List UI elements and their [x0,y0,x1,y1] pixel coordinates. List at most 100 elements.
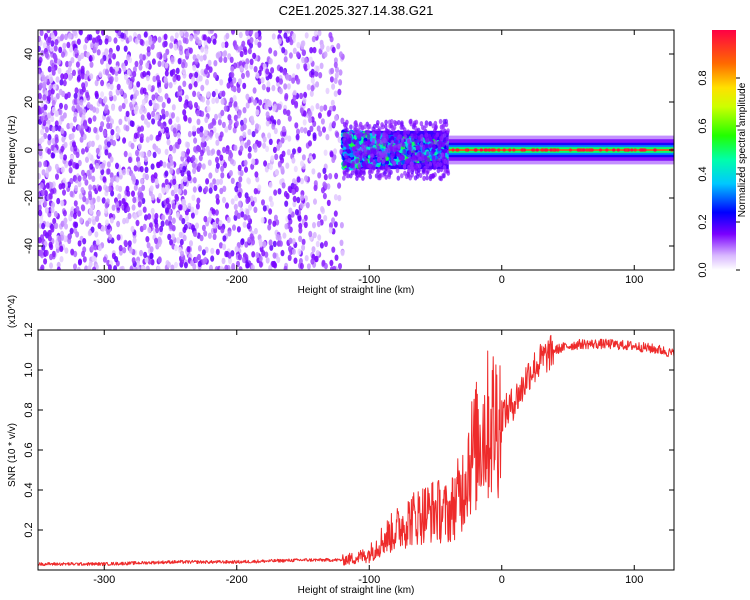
heatmap-cell [62,79,67,87]
heatmap-cell [86,101,91,109]
heatmap-cell [273,50,278,57]
heatmap-cell [264,251,269,258]
heatmap-cell [146,242,151,249]
heatmap-cell [192,125,197,132]
heatmap-cell [222,243,227,250]
heatmap-cell [199,95,204,102]
heatmap-cell [270,155,275,162]
heatmap-cell [296,51,300,58]
heatmap-cell [322,167,327,174]
heatmap-cell [345,167,349,173]
heatmap-cell [277,235,282,242]
heatmap-cell [79,99,84,106]
heatmap-cell [69,46,74,53]
heatmap-cell [310,68,315,76]
heatmap-cell [185,50,190,57]
heatmap-cell [157,236,162,243]
heatmap-cell [382,170,387,176]
heatmap-cell [215,52,220,59]
heatmap-cell [77,74,81,82]
heatmap-cell [372,165,376,171]
heatmap-cell [404,173,409,180]
heatmap-cell [166,162,171,169]
heatmap-cell [92,266,97,270]
heatmap-cell [285,74,290,81]
heatmap-cell [241,40,246,47]
heatmap-cell [74,185,78,192]
heatmap-cell [75,162,80,170]
heatmap-cell [168,144,173,152]
heatmap-cell [78,30,83,36]
heatmap-cell [313,30,318,37]
bottom-x-ticks: -300 -200 -100 0 100 [93,330,643,586]
heatmap-cell [78,193,83,200]
heatmap-cell [132,237,137,244]
heatmap-cell [325,133,330,141]
heatmap-cell [329,151,334,158]
heatmap-cell [161,101,166,109]
heatmap-cell [244,142,249,149]
heatmap-cell [190,212,195,219]
heatmap-cell [68,160,73,167]
heatmap-cell [428,161,433,167]
heatmap-cell [77,124,82,132]
heatmap-cell [443,158,448,164]
heatmap-cell [131,204,136,211]
heatmap-cell [414,139,418,145]
heatmap-cell [245,58,250,65]
heatmap-cell [317,213,322,220]
heatmap-cell [164,178,169,186]
heatmap-cell [160,122,165,129]
heatmap-cell [244,166,248,173]
heatmap-cell [399,124,404,130]
heatmap-cell [164,148,169,156]
heatmap-cell [151,110,156,118]
chart-title: C2E1.2025.327.14.38.G21 [279,3,434,18]
heatmap-cell [171,112,175,119]
heatmap-cell [214,113,218,121]
heatmap-cell [337,182,342,189]
heatmap-cell [190,206,195,213]
heatmap-cell [624,148,629,152]
heatmap-cell [389,119,394,125]
heatmap-cell [361,144,365,150]
heatmap-cell [139,193,144,200]
heatmap-cell [123,92,127,100]
heatmap-cell [262,241,267,248]
heatmap-cell [225,32,230,40]
heatmap-cell [351,138,356,144]
heatmap-cell [43,104,48,111]
heatmap-cell [249,30,254,35]
heatmap-cell [43,258,48,265]
heatmap-cell [436,141,441,147]
heatmap-cell [267,224,272,231]
y-scale-note: (x10^4) [7,295,18,328]
heatmap-cell [381,159,385,165]
heatmap-cell [227,230,232,237]
heatmap-cell [213,60,218,67]
heatmap-cell [38,35,41,43]
heatmap-cell [88,117,93,125]
heatmap-cell [197,245,202,252]
heatmap-cell [250,115,254,122]
heatmap-cell [173,244,178,252]
heatmap-cell [643,148,647,152]
heatmap-cell [51,99,56,107]
heatmap-cell [250,163,255,170]
heatmap-cell [407,164,411,171]
heatmap-cell [335,66,339,73]
heatmap-cell [58,109,63,116]
heatmap-cell [292,94,297,102]
heatmap-cell [191,194,196,201]
bottom-y-axis-label: SNR (10 * v/v) [7,423,18,487]
heatmap-cell [214,209,219,216]
heatmap-cell [261,250,266,257]
heatmap-cell [176,74,181,82]
colorbar-label: Normalized spectral amplitude [737,82,748,217]
heatmap-cell [231,262,236,270]
heatmap-cell [100,58,104,65]
heatmap-cell [297,146,302,154]
heatmap-cell [64,33,68,40]
heatmap-cell [239,135,244,142]
heatmap-cell [407,144,412,151]
